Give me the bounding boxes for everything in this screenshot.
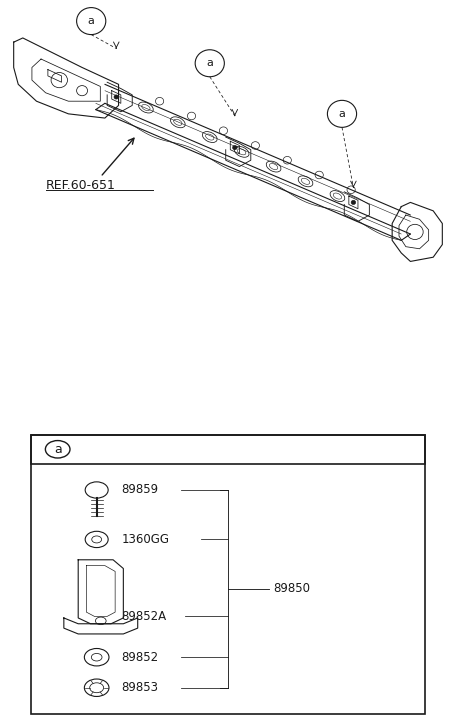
Circle shape bbox=[350, 200, 355, 204]
Text: REF.60-651: REF.60-651 bbox=[46, 179, 115, 192]
Text: 89850: 89850 bbox=[273, 582, 309, 595]
Text: a: a bbox=[206, 58, 213, 68]
Text: a: a bbox=[54, 443, 61, 456]
Circle shape bbox=[232, 145, 237, 150]
Text: 89853: 89853 bbox=[121, 681, 158, 694]
Text: 1360GG: 1360GG bbox=[121, 533, 169, 546]
Text: 89859: 89859 bbox=[121, 483, 158, 497]
Text: 89852: 89852 bbox=[121, 651, 158, 664]
Text: a: a bbox=[338, 109, 345, 119]
Text: 89852A: 89852A bbox=[121, 610, 166, 623]
Text: a: a bbox=[87, 16, 95, 26]
Circle shape bbox=[114, 95, 118, 99]
Bar bbox=[31, 435, 424, 464]
